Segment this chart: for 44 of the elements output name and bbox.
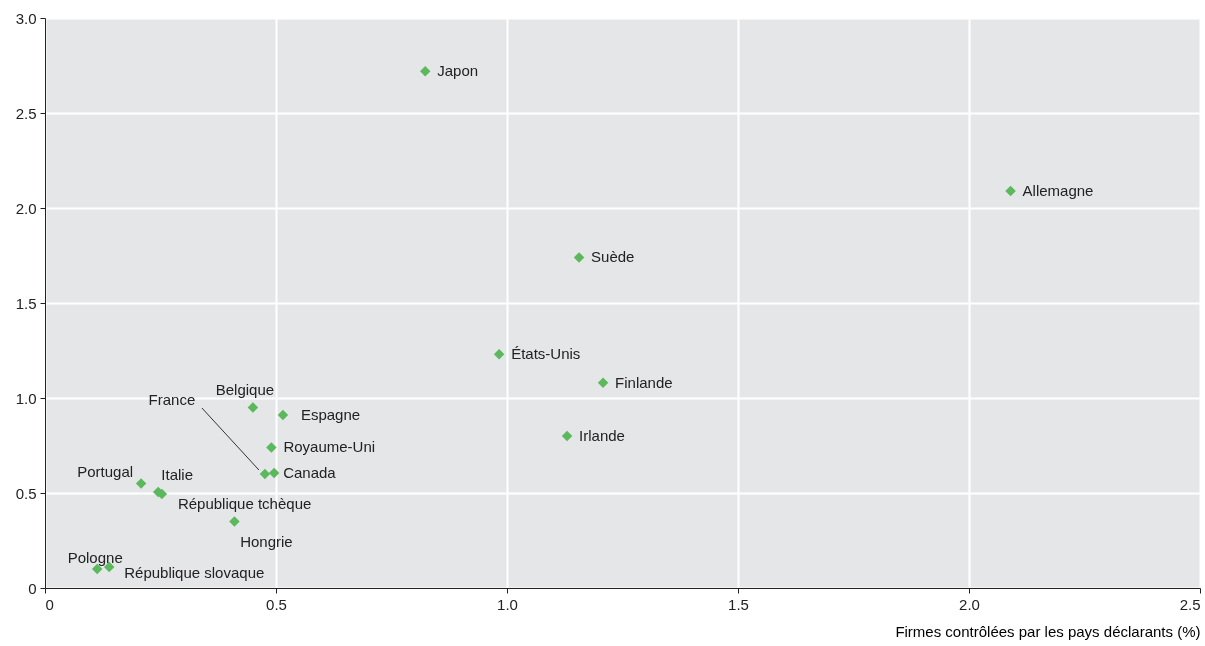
point (229, 516, 240, 527)
series-label: Royaume-Uni (283, 438, 376, 456)
point (597, 377, 609, 389)
point (277, 409, 289, 421)
y-tick-label: 2.0 (15, 199, 37, 217)
point (419, 65, 431, 77)
y-tick-label: 3.0 (15, 9, 37, 27)
series-label: Espagne (300, 406, 361, 424)
series-label: États-Unis (511, 345, 581, 363)
y-tick-label: 0 (28, 579, 37, 597)
point (266, 442, 277, 453)
series-label: Portugal (77, 462, 134, 480)
series-label: République tchèque (177, 494, 312, 512)
x-axis-title: Firmes contrôlées par les pays déclarants (%) (895, 622, 1201, 640)
point (268, 467, 280, 479)
point (1005, 185, 1016, 197)
x-tick-label: 0.5 (266, 595, 287, 613)
series-label: Hongrie (240, 532, 293, 550)
x-tick-label: 2.0 (959, 595, 980, 613)
series-label: Finlande (615, 373, 673, 391)
y-tick-label: 1.0 (15, 389, 37, 407)
y-tick-label: 2.5 (15, 104, 37, 122)
series-label: Italie (161, 466, 194, 484)
x-tick-label: 1.0 (497, 595, 518, 613)
x-tick-label: 2.5 (1179, 595, 1201, 613)
series-label: Japon (437, 62, 479, 80)
point (493, 349, 505, 360)
text: France (148, 391, 196, 408)
series-label: Allemagne (1022, 181, 1094, 199)
point (561, 430, 573, 442)
point (135, 478, 147, 489)
y-tick-label: 1.5 (15, 294, 37, 312)
series-label: Suède (591, 248, 635, 266)
series-label: Belgique (215, 380, 275, 398)
series-label: Pologne (67, 549, 123, 566)
series-label: République slovaque (124, 564, 265, 582)
x-tick-label: 0 (45, 595, 54, 613)
point (573, 252, 585, 263)
series-label: Irlande (579, 427, 625, 444)
point (247, 402, 259, 413)
series-label: Canada (283, 464, 337, 482)
x-tick-label: 1.5 (728, 595, 749, 613)
y-tick-label: 0.5 (15, 484, 37, 502)
point (259, 468, 271, 480)
